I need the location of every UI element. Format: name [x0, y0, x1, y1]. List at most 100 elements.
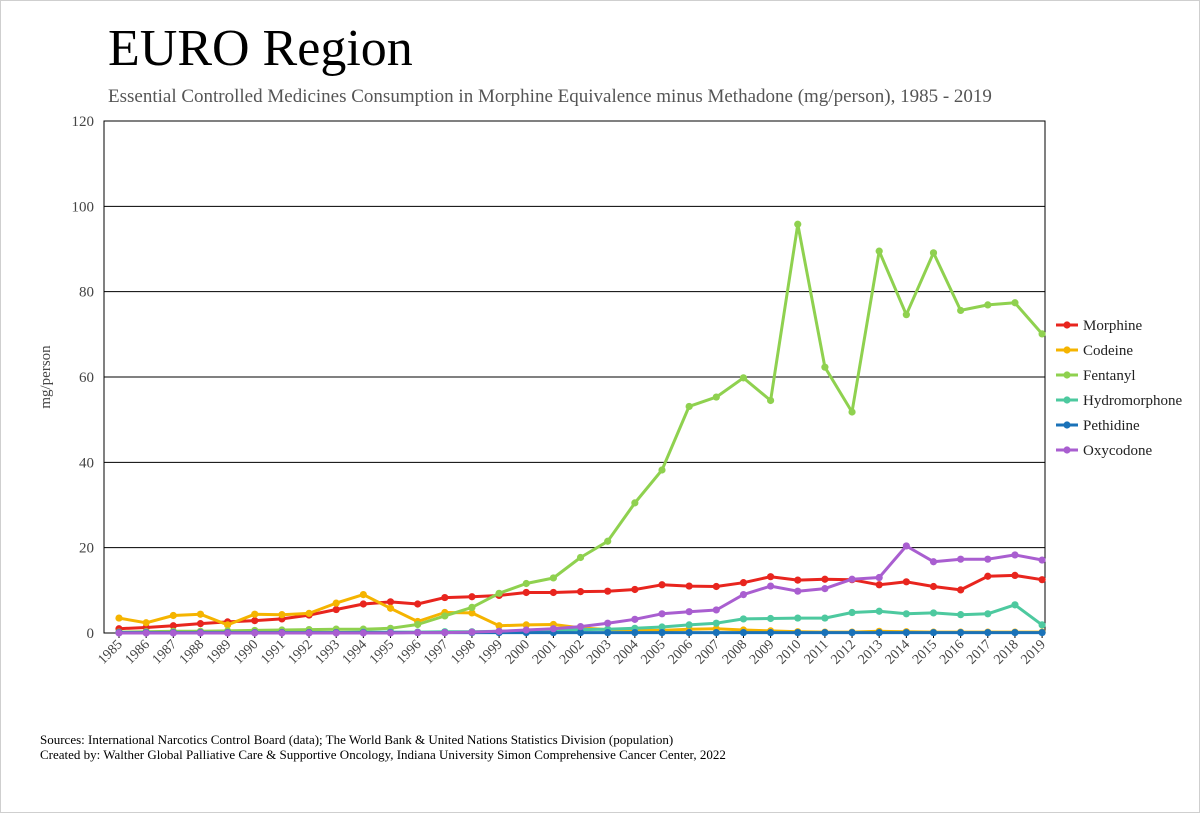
x-tick-label: 2001	[530, 637, 560, 667]
fentanyl-point	[522, 579, 530, 588]
legend-swatch-marker	[1063, 346, 1071, 354]
morphine-point	[196, 620, 205, 628]
fentanyl-point	[549, 574, 558, 582]
legend-swatch-marker	[1063, 421, 1071, 429]
oxycodone-point	[359, 629, 367, 637]
x-tick-label: 2019	[1019, 637, 1049, 667]
x-tick-label: 2013	[856, 637, 886, 667]
hydromorphone-point	[875, 607, 883, 615]
oxycodone-point	[251, 629, 259, 637]
oxycodone-series	[115, 542, 1046, 637]
morphine-point	[685, 582, 693, 590]
y-tick-label: 0	[87, 626, 95, 642]
morphine-point	[386, 598, 395, 606]
hydromorphone-point	[739, 615, 748, 623]
y-tick-label: 60	[79, 370, 94, 386]
oxycodone-point	[685, 608, 693, 616]
x-tick-label: 2011	[802, 637, 832, 667]
morphine-point	[604, 587, 612, 595]
legend-label: Codeine	[1083, 343, 1133, 359]
oxycodone-point	[224, 629, 232, 637]
codeine-point	[115, 614, 123, 622]
oxycodone-point	[441, 628, 449, 637]
legend-item-codeine: Codeine	[1056, 343, 1133, 359]
x-tick-label: 1990	[231, 637, 261, 667]
x-tick-label: 1996	[394, 637, 424, 667]
legend-item-oxycodone: Oxycodone	[1056, 443, 1152, 459]
y-tick-label: 80	[79, 285, 94, 301]
x-tick-label: 2008	[720, 637, 750, 667]
codeine-point	[332, 599, 340, 607]
codeine-point	[224, 621, 232, 629]
x-tick-label: 2004	[611, 637, 641, 667]
fentanyl-point	[957, 306, 965, 315]
pethidine-point	[604, 628, 612, 637]
x-tick-label: 1998	[448, 637, 478, 667]
y-tick-label: 20	[79, 541, 94, 557]
pethidine-point	[984, 628, 992, 637]
x-axis-ticks: 1985198619871988198919901991199219931994…	[95, 633, 1049, 668]
oxycodone-point	[386, 629, 395, 637]
fentanyl-point	[658, 466, 666, 474]
oxycodone-point	[576, 623, 585, 631]
x-tick-label: 1992	[285, 637, 315, 667]
x-tick-label: 2017	[964, 637, 994, 667]
oxycodone-point	[794, 587, 802, 595]
credit-note: Created by: Walther Global Palliative Ca…	[40, 747, 726, 762]
page-title: EURO Region	[108, 20, 413, 77]
oxycodone-point	[1038, 556, 1046, 564]
legend-label: Pethidine	[1083, 418, 1140, 434]
oxycodone-point	[522, 626, 530, 634]
x-tick-label: 1987	[150, 637, 180, 667]
morphine-point	[468, 593, 476, 601]
morphine-point	[658, 581, 666, 589]
pethidine-point	[576, 628, 585, 637]
morphine-point	[739, 579, 748, 587]
pethidine-point	[1038, 628, 1046, 637]
x-tick-label: 2015	[910, 637, 940, 667]
morphine-point	[875, 581, 883, 589]
codeine-point	[468, 609, 476, 617]
fentanyl-point	[767, 396, 775, 405]
oxycodone-point	[712, 606, 720, 614]
pethidine-point	[794, 628, 802, 637]
x-tick-label: 2006	[666, 637, 696, 667]
fentanyl-point	[929, 249, 938, 257]
codeine-point	[251, 610, 259, 618]
codeine-point	[278, 611, 286, 619]
codeine-point	[305, 609, 313, 617]
pethidine-point	[1011, 628, 1019, 637]
series-lines	[115, 220, 1046, 637]
x-tick-label: 2014	[883, 637, 913, 667]
pethidine-point	[685, 628, 693, 637]
x-tick-label: 2000	[503, 637, 533, 667]
oxycodone-point	[196, 629, 205, 637]
morphine-point	[631, 585, 639, 594]
morphine-point	[332, 605, 340, 614]
pethidine-point	[631, 628, 639, 637]
x-tick-label: 1991	[258, 637, 288, 667]
oxycodone-point	[142, 629, 150, 637]
oxycodone-point	[495, 627, 503, 635]
oxycodone-point	[984, 555, 992, 563]
legend-item-morphine: Morphine	[1056, 318, 1143, 334]
x-tick-label: 2012	[828, 637, 858, 667]
pethidine-point	[957, 628, 965, 637]
hydromorphone-point	[1038, 621, 1046, 629]
pethidine-point	[767, 628, 775, 637]
codeine-point	[386, 604, 395, 612]
hydromorphone-point	[902, 610, 910, 618]
x-tick-label: 1988	[177, 637, 207, 667]
morphine-point	[441, 593, 449, 602]
morphine-point	[902, 578, 910, 586]
x-tick-label: 1995	[367, 637, 397, 667]
fentanyl-point	[495, 589, 503, 597]
chart-subtitle: Essential Controlled Medicines Consumpti…	[108, 86, 992, 107]
morphine-point	[549, 588, 558, 597]
legend-swatch-marker	[1063, 371, 1071, 379]
x-tick-label: 2002	[557, 637, 587, 667]
legend-swatch-marker	[1063, 321, 1071, 329]
oxycodone-point	[929, 558, 938, 566]
x-tick-label: 1999	[476, 637, 506, 667]
oxycodone-point	[414, 628, 422, 637]
